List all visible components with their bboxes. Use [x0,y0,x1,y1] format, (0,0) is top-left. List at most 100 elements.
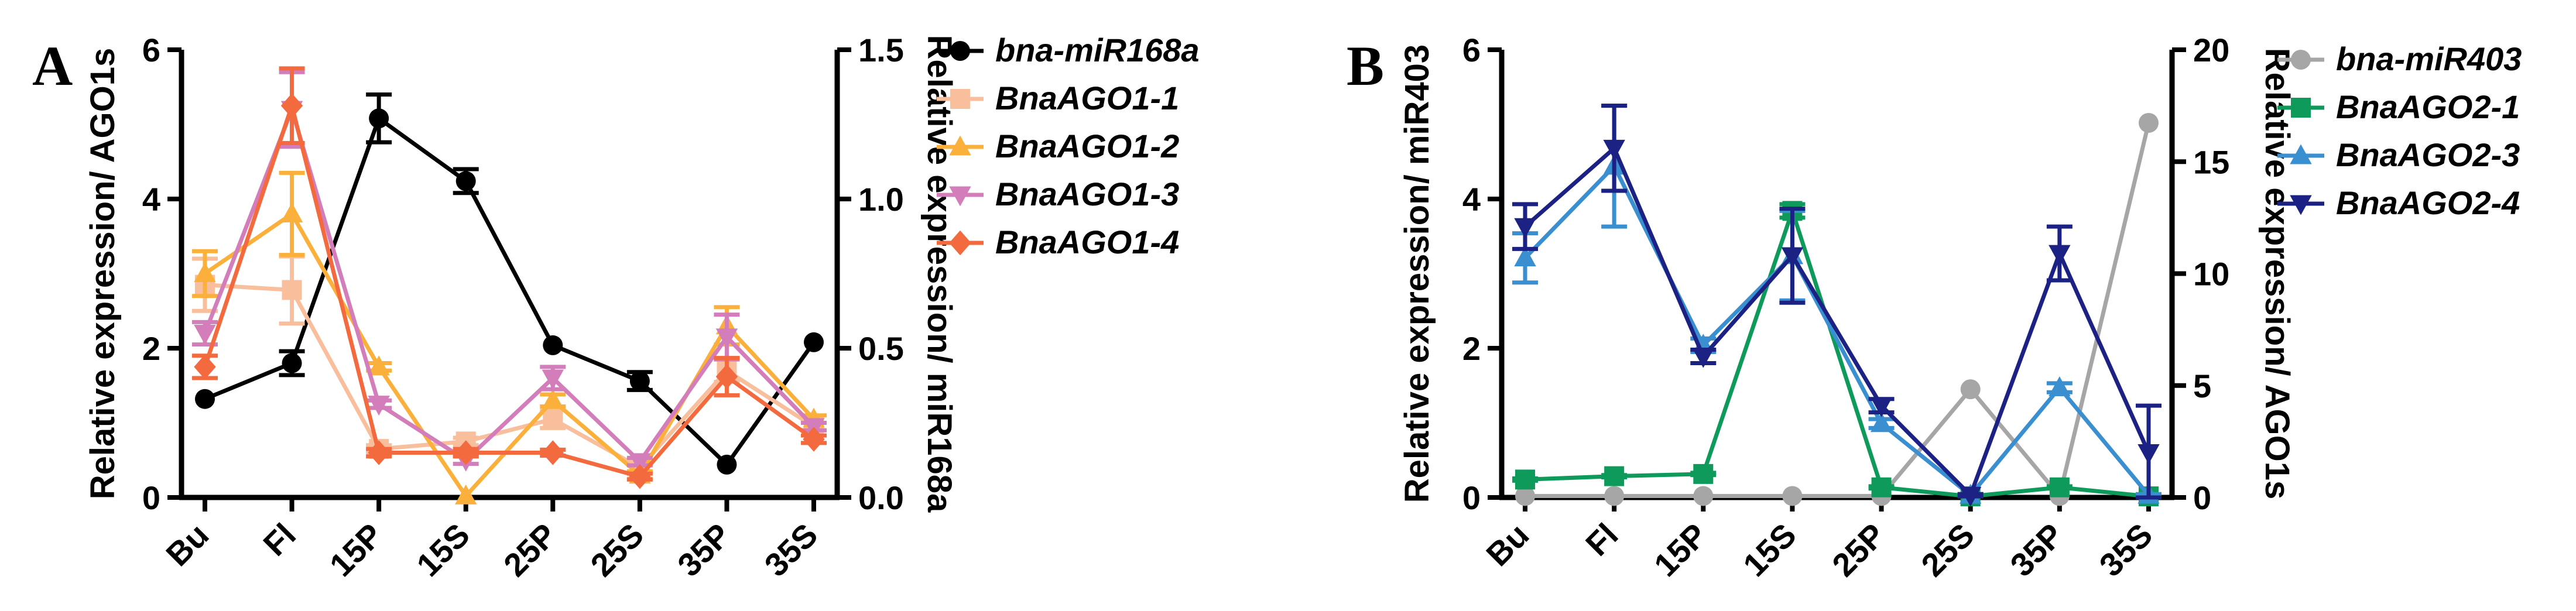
data-point [715,328,738,349]
legend-marker [950,41,970,61]
x-tick-label: Fl [1578,516,1625,563]
right-y-tick-label: 5 [2193,368,2211,404]
data-point [194,354,216,380]
left-axis-label: Relative expression/ AGO1s [84,48,122,500]
data-point [542,369,564,390]
series-BnaAGO1-3 [192,70,827,473]
left-y-tick-label: 6 [142,32,160,68]
data-point [455,171,476,191]
data-point [543,409,563,430]
data-point [717,454,737,475]
right-y-tick-label: 0.0 [858,479,904,516]
legend-label: BnaAGO1-2 [995,128,1179,164]
legend-marker [949,135,971,156]
data-point [2049,477,2070,497]
x-tick-label: 35P [2003,516,2070,583]
left-y-tick-label: 0 [142,479,160,516]
data-point [1514,246,1536,267]
panel-letter: A [32,35,73,97]
right-axis-label: Relative expression/ AGO1s [2258,48,2296,500]
data-point [455,484,477,504]
right-y-tick-label: 1.5 [858,32,904,68]
legend-label: BnaAGO1-4 [995,224,1179,260]
right-y-tick-label: 0 [2193,479,2211,516]
data-point [629,371,650,392]
series-line [1523,145,2151,499]
data-point [1692,348,1714,368]
right-y-tick-label: 1.0 [858,181,904,218]
series-line [204,283,815,471]
left-y-tick-label: 2 [142,330,160,367]
data-point [803,427,825,452]
x-tick-label: 35S [757,516,824,583]
legend-label: bna-miR403 [2336,40,2522,77]
data-point [368,355,390,376]
right-y-tick-label: 15 [2193,143,2229,180]
data-point [715,364,738,389]
series-line [1523,162,2150,499]
left-y-tick-label: 4 [1462,181,1481,218]
x-tick-label: Bu [159,516,215,573]
legend-marker [950,89,970,109]
series-BnaAGO2-3 [1512,104,2161,504]
legend-marker [949,186,971,207]
x-tick-label: 35S [2092,516,2159,583]
x-tick-label: 15S [409,516,477,583]
legend-marker [2290,195,2312,215]
legend-marker [949,230,971,256]
data-point [195,389,215,409]
data-point [543,335,563,355]
data-point [1870,397,1893,417]
data-point [282,353,302,373]
x-tick-label: 15P [1647,516,1714,583]
data-point [542,440,564,465]
series-line [204,211,816,500]
data-point [194,262,216,282]
x-tick-label: 35P [670,516,738,583]
data-point [1603,139,1625,160]
panel-letter: B [1347,35,1384,97]
x-tick-label: 15P [323,516,390,583]
data-point [194,325,216,345]
legend-label: BnaAGO1-3 [995,176,1179,212]
data-point [368,396,390,416]
series-line [204,115,816,468]
data-point [280,93,303,118]
legend-label: BnaAGO2-1 [2336,88,2520,125]
data-point [1782,486,1803,506]
panel-a: A 0 2 4 6 0.0 0.5 1.0 1.5 Bu Fl 15P 15S 25P 25S 35P 35S R… [32,32,1200,583]
series-line [1525,204,2149,499]
data-point [2137,444,2160,465]
right-y-tick-label: 20 [2193,32,2229,68]
data-point [280,202,303,222]
data-point [1515,486,1535,506]
series-line [203,98,816,479]
data-point [1781,247,1804,267]
data-point [629,464,651,489]
data-point [1960,486,1982,507]
data-point [368,440,390,465]
series-BnaAGO2-4 [1512,104,2161,507]
x-tick-label: 25S [1914,516,1981,583]
data-point [804,332,824,352]
right-axis-label: Relative expression/ miR168a [920,35,958,513]
x-tick-label: 25P [1825,516,1892,583]
left-y-tick-label: 4 [142,181,160,218]
panel-b: B 0 2 4 6 0 5 10 15 20 Bu Fl 15P 15S 25P 25S 35P 35S Relat… [1347,32,2522,583]
data-point [1604,466,1625,486]
legend-label: BnaAGO2-3 [2336,136,2520,173]
data-point [2049,376,2071,397]
legend-label: BnaAGO2-4 [2336,184,2520,221]
legend-marker [2290,144,2312,164]
data-point [282,280,302,300]
data-point [369,108,389,129]
x-tick-label: 15S [1736,516,1803,583]
legend-marker [2291,98,2311,118]
legend-label: bna-miR168a [995,32,1200,68]
data-point [1515,469,1535,490]
data-point [1514,218,1536,238]
legend-marker [2291,50,2311,70]
right-y-tick-label: 0.5 [858,330,904,367]
x-tick-label: Bu [1479,516,1536,573]
